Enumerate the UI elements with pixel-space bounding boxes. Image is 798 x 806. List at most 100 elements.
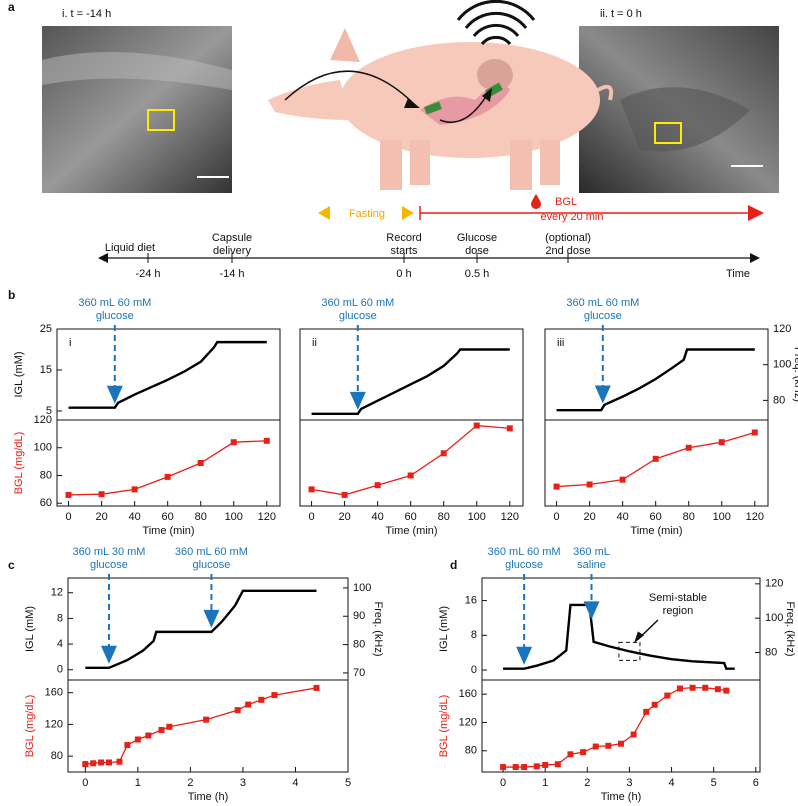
data-point xyxy=(664,692,671,699)
image-label: ii. t = 0 h xyxy=(600,8,642,20)
y-axis-label: IGL (mM) xyxy=(13,351,25,397)
y-tick-label: 5 xyxy=(46,405,52,417)
bgl-label: every 20 min xyxy=(541,211,604,223)
x-tick-label: 1 xyxy=(135,777,141,789)
fasting-arrow xyxy=(402,206,414,220)
data-line xyxy=(311,424,510,496)
event-label: starts xyxy=(391,245,418,257)
data-point xyxy=(751,429,758,436)
data-point xyxy=(263,437,270,444)
y-tick-label: 4 xyxy=(57,638,63,650)
data-point xyxy=(105,759,112,766)
plot-frame xyxy=(299,419,524,507)
data-point xyxy=(702,684,709,691)
event-label: Liquid diet xyxy=(105,242,155,254)
data-point xyxy=(440,450,447,457)
x-tick-label: 20 xyxy=(583,511,595,523)
event-label: dose xyxy=(465,245,489,257)
image-label: i. t = -14 h xyxy=(62,8,111,20)
annotation-text: saline xyxy=(577,559,606,571)
x-tick-label: 100 xyxy=(713,511,731,523)
annotation-text: glucose xyxy=(584,310,622,322)
y-tick-label: 60 xyxy=(40,497,52,509)
y2-axis-label: Freq. (kHz) xyxy=(784,602,796,657)
annotation-text: 360 mL 30 mM xyxy=(72,546,145,558)
x-tick-label: 80 xyxy=(438,511,450,523)
y2-tick-label: 120 xyxy=(773,323,791,335)
y2-tick-label: 100 xyxy=(765,612,783,624)
y2-tick-label: 80 xyxy=(765,646,777,658)
annotation-text: glucose xyxy=(339,310,377,322)
x-tick-label: 4 xyxy=(292,777,298,789)
data-line xyxy=(503,603,735,670)
y2-axis-label: Freq. (kHz) xyxy=(372,602,384,657)
data-point xyxy=(234,707,241,714)
y2-axis-label: Freq. (kHz) xyxy=(792,347,798,402)
annotation-text: 360 mL 60 mM xyxy=(321,297,394,309)
data-point xyxy=(98,491,105,498)
fasting-arrow xyxy=(318,206,330,220)
fasting-label: Fasting xyxy=(349,208,385,220)
data-line xyxy=(556,348,755,412)
annotation-text: 360 mL 60 mM xyxy=(175,546,248,558)
y2-tick-label: 100 xyxy=(773,359,791,371)
panel-label: a xyxy=(8,0,15,14)
x-tick-label: 100 xyxy=(225,511,243,523)
data-point xyxy=(676,685,683,692)
data-point xyxy=(643,708,650,715)
x-tick-label: 2 xyxy=(584,777,590,789)
x-tick-label: 0 xyxy=(554,511,560,523)
data-line xyxy=(311,348,510,416)
y-axis-label: BGL (mg/dL) xyxy=(24,695,36,758)
event-time: 0.5 h xyxy=(465,268,489,280)
y-tick-label: 0 xyxy=(57,664,63,676)
plot-frame xyxy=(67,679,349,773)
panel-a: a i. t = -14 h ii. t = 0 h xyxy=(8,0,779,280)
x-tick-label: 60 xyxy=(405,511,417,523)
annotation-text: glucose xyxy=(192,559,230,571)
y2-tick-label: 100 xyxy=(353,582,371,594)
x-axis-label: Time (h) xyxy=(601,791,642,803)
panel-title: iii xyxy=(557,337,564,349)
y2-tick-label: 70 xyxy=(353,667,365,679)
y-tick-label: 25 xyxy=(40,323,52,335)
data-point xyxy=(116,758,123,765)
y-axis-label: BGL (mg/dL) xyxy=(438,695,450,758)
xray-detail xyxy=(42,52,232,90)
xray-image xyxy=(42,26,232,193)
annotation-arrowhead xyxy=(100,645,117,664)
callout-arrowhead xyxy=(633,631,644,644)
x-tick-label: 5 xyxy=(345,777,351,789)
x-tick-label: 0 xyxy=(66,511,72,523)
annotation-text: 360 mL 60 mM xyxy=(78,297,151,309)
x-tick-label: 2 xyxy=(187,777,193,789)
data-point xyxy=(651,701,658,708)
x-tick-label: 40 xyxy=(129,511,141,523)
y-tick-label: 120 xyxy=(34,414,52,426)
event-label: (optional) xyxy=(545,232,591,244)
y-tick-label: 8 xyxy=(57,612,63,624)
timeline-arrow xyxy=(750,253,760,263)
data-point xyxy=(197,460,204,466)
data-point xyxy=(500,764,507,771)
y-tick-label: 120 xyxy=(45,718,63,730)
y2-tick-label: 80 xyxy=(353,638,365,650)
data-point xyxy=(90,760,97,767)
data-point xyxy=(164,473,171,480)
data-point xyxy=(542,761,549,768)
event-label: Capsule xyxy=(212,232,252,244)
bgl-arrow xyxy=(748,205,764,221)
data-point xyxy=(567,751,574,758)
panel-title: ii xyxy=(312,337,317,349)
panel-label: c xyxy=(8,558,15,572)
data-point xyxy=(685,444,692,451)
y-axis-label: IGL (mM) xyxy=(438,606,450,652)
data-point xyxy=(341,491,348,498)
annotation-arrowhead xyxy=(349,391,366,410)
data-point xyxy=(718,439,725,446)
data-point xyxy=(258,696,265,703)
callout-box xyxy=(618,641,641,661)
annotation-text: 360 mL 60 mM xyxy=(488,546,561,558)
data-point xyxy=(308,486,315,493)
